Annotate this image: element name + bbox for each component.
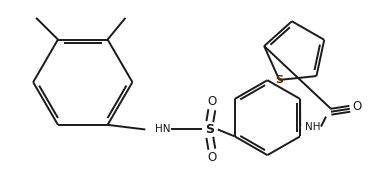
- Text: HN: HN: [155, 124, 171, 135]
- Text: O: O: [207, 151, 216, 164]
- Text: NH: NH: [305, 122, 320, 131]
- Text: O: O: [352, 100, 362, 113]
- Text: S: S: [205, 123, 215, 136]
- Text: S: S: [275, 75, 284, 85]
- Text: O: O: [207, 95, 216, 108]
